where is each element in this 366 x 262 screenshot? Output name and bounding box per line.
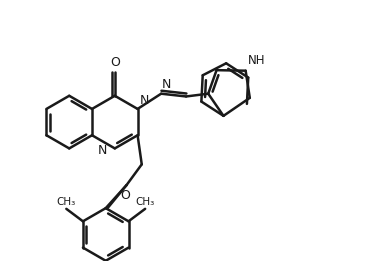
Text: N: N (97, 144, 107, 157)
Text: N: N (162, 78, 172, 91)
Text: O: O (120, 189, 130, 202)
Text: NH: NH (248, 54, 265, 67)
Text: O: O (110, 56, 120, 69)
Text: N: N (139, 94, 149, 107)
Text: CH₃: CH₃ (57, 197, 76, 207)
Text: CH₃: CH₃ (135, 197, 155, 207)
